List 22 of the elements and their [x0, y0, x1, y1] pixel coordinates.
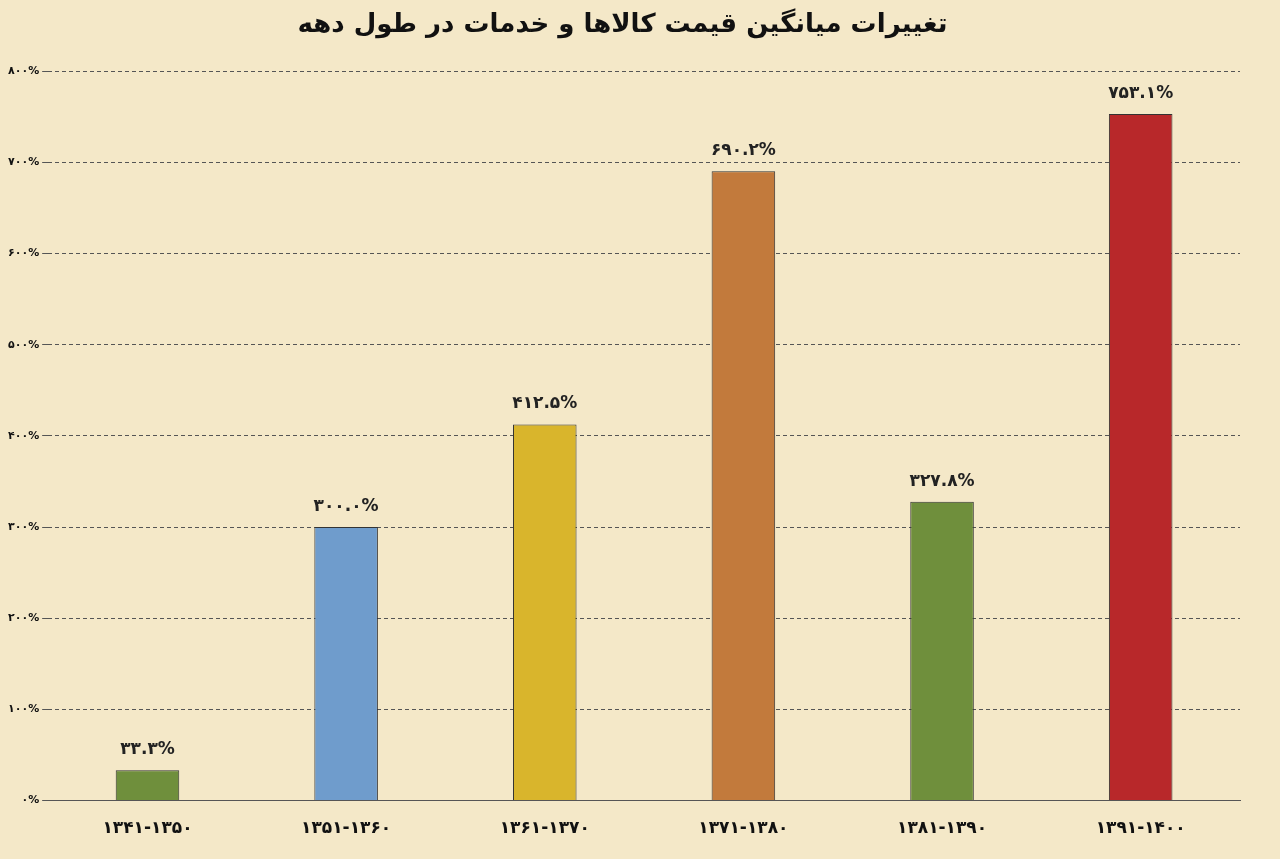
- y-tick-label: ۱۰۰%: [7, 702, 40, 716]
- data-label: ۷۵۳.۱%: [1108, 81, 1174, 102]
- x-tick-label: ۱۳۶۱-۱۳۷۰: [499, 817, 590, 838]
- data-label: ۳۰۰.۰%: [313, 495, 379, 515]
- chart-title: تغییرات میانگین قیمت کالاها و خدمات در طول دهه: [297, 8, 948, 40]
- data-label: ۳۲۷.۸%: [909, 469, 975, 490]
- y-tick-label: ۰%: [21, 793, 40, 807]
- x-tick-label: ۱۳۸۱-۱۳۹۰: [897, 817, 988, 838]
- y-tick-label: ۷۰۰%: [7, 155, 40, 169]
- y-tick-label: ۳۰۰%: [7, 519, 40, 533]
- x-tick-label: ۱۳۹۱-۱۴۰۰: [1095, 817, 1186, 838]
- y-tick-label: ۶۰۰%: [7, 246, 40, 260]
- x-tick-label: ۱۳۷۱-۱۳۸۰: [698, 817, 789, 838]
- data-label: ۴۱۲.۵%: [512, 392, 578, 413]
- data-label: ۶۹۰.۲%: [710, 139, 776, 160]
- y-tick-label: ۵۰۰%: [7, 337, 40, 351]
- y-tick-label: ۸۰۰%: [7, 64, 40, 78]
- y-tick-label: ۲۰۰%: [7, 611, 40, 625]
- data-label: ۳۳.۳%: [120, 738, 175, 759]
- x-tick-label: ۱۳۴۱-۱۳۵۰: [102, 817, 193, 838]
- y-tick-label: ۴۰۰%: [7, 428, 40, 442]
- x-tick-label: ۱۳۵۱-۱۳۶۰: [301, 817, 392, 838]
